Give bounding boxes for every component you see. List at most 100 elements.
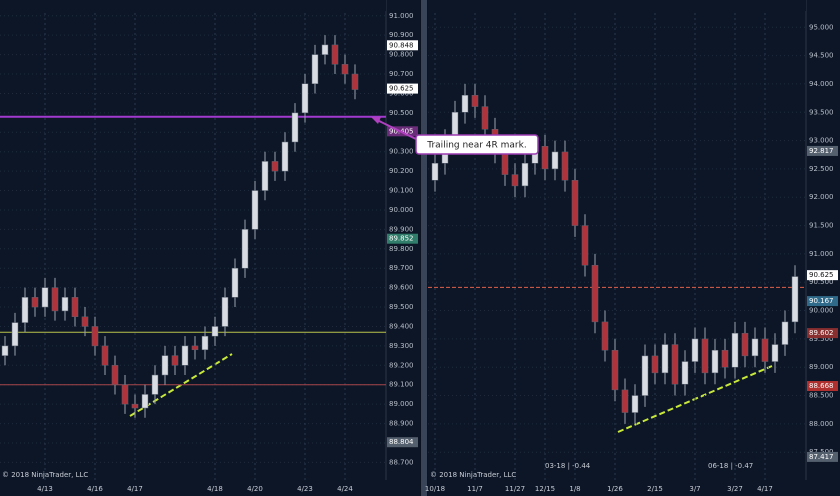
y-tick-label: 92.000 [809,193,834,201]
x-tick-label: 2/15 [647,485,663,493]
x-tick-label: 4/20 [247,485,263,493]
y-tick-label: 90.000 [389,206,414,214]
price-marker [807,451,838,462]
y-tick-label: 90.300 [389,148,414,156]
header-bg [0,0,386,11]
y-tick-label: 94.500 [809,52,834,60]
x-tick-label: 4/17 [757,485,773,493]
x-tick-label: 12/15 [535,485,555,493]
candle-body [571,179,579,226]
y-tick-label: 94.000 [809,80,834,88]
y-tick-label: 90.900 [389,31,414,39]
y-tick-label: 89.300 [389,342,414,350]
y-tick-label: 95.000 [809,23,834,31]
candle-body [551,151,559,170]
y-tick-label: 89.500 [809,335,834,343]
x-tick-label: 3/7 [689,485,700,493]
candle-body [211,326,219,337]
candle-body [151,374,159,395]
y-tick-label: 90.000 [809,307,834,315]
x-tick-label: 4/16 [87,485,103,493]
candle-body [171,355,179,366]
candle-body [751,338,759,357]
x-tick-label: 10/18 [425,485,445,493]
candle-body [691,338,699,362]
candle-body [301,83,309,114]
candle-body [231,267,239,298]
chart-panel: Bollinger(DX 06-18 (1440 Min),2,25), Bol… [428,2,806,480]
y-tick-label: 88.700 [389,458,414,466]
candle-body [11,322,19,347]
candle-body [521,162,529,187]
candle-body [91,326,99,347]
candle-body [251,190,259,230]
candle-body [41,287,49,308]
price-marker [387,126,418,137]
candle-body [661,344,669,374]
candle-body [221,297,229,327]
callout-arrowhead [371,117,381,124]
candle-body [111,365,119,385]
candle-body [281,141,289,172]
candle-body [161,355,169,376]
y-tick-label: 93.000 [809,137,834,145]
x-tick-label: 11/27 [505,485,525,493]
candle-body [261,161,269,191]
y-tick-label: 89.200 [389,361,414,369]
price-marker-label: 89.602 [809,329,834,337]
callout-text: Trailing near 4R mark. [426,141,526,151]
y-tick-label: 90.100 [389,187,414,195]
copyright: © 2018 NinjaTrader, LLC [430,471,516,479]
price-marker [387,40,418,51]
candle-body [131,403,139,409]
x-tick-label: 4/13 [37,485,53,493]
x-tick-label: 4/24 [337,485,353,493]
y-tick-label: 89.500 [389,303,414,311]
price-marker [807,145,838,156]
contract-note: 03-18 | -0.44 [545,462,591,470]
y-tick-label: 89.900 [389,225,414,233]
candle-body [641,355,649,396]
y-tick-label: 89.000 [389,400,414,408]
candle-body [321,44,329,55]
y-tick-label: 90.700 [389,70,414,78]
y-tick-label: 88.000 [809,420,834,428]
candle-body [311,54,319,84]
price-marker-label: 92.817 [809,147,834,155]
y-tick-label: 92.500 [809,165,834,173]
left-panel [0,0,420,496]
candle-body [191,345,199,351]
candle-body [591,264,599,323]
candle-body [611,349,619,391]
x-tick-label: 3/27 [727,485,743,493]
candle-body [141,394,149,409]
y-tick-label: 89.400 [389,322,414,330]
candle-body [21,297,29,323]
price-marker-label: 90.625 [389,85,414,93]
candle-body [1,345,9,356]
callout-arrow [374,118,419,141]
y-tick-label: 88.900 [389,420,414,428]
y-tick-label: 89.600 [389,284,414,292]
price-marker [387,83,418,94]
y-tick-label: 93.500 [809,108,834,116]
y-tick-label: 89.000 [809,363,834,371]
y-tick-label: 89.700 [389,264,414,272]
candle-body [31,297,39,308]
y-tick-label: 91.500 [809,222,834,230]
price-marker [387,437,418,448]
x-tick-label: 4/23 [297,485,313,493]
y-tick-label: 90.800 [389,51,414,59]
candle-body [771,344,779,362]
x-tick-label: 1/8 [569,485,580,493]
candle-body [781,321,789,345]
y-tick-label: 88.500 [809,392,834,400]
candle-body [101,345,109,366]
y-tick-label: 89.800 [389,245,414,253]
contract-note: 06-18 | -0.47 [708,462,753,470]
y-tick-label: 90.200 [389,167,414,175]
candle-body [291,112,299,143]
candle-body [201,335,209,351]
candle-body [241,229,249,269]
